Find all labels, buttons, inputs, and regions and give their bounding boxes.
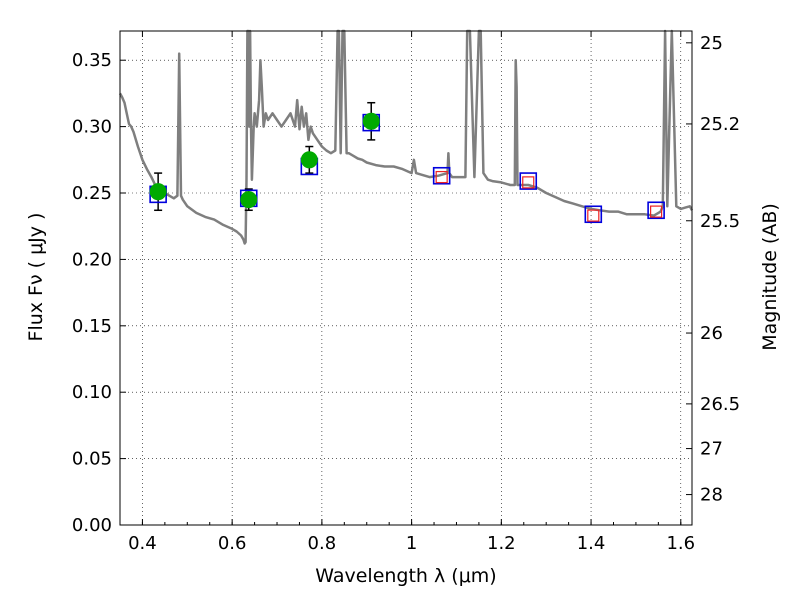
right-tick-label: 26.5 — [700, 394, 740, 415]
spectrum-line — [118, 29, 694, 245]
photometry-square — [587, 209, 600, 222]
x-tick-label: 1.2 — [487, 533, 516, 554]
y-tick-label: 0.10 — [72, 382, 112, 403]
x-axis-label: Wavelength λ (μm) — [315, 565, 496, 587]
x-tick-label: 1.6 — [666, 533, 695, 554]
x-tick-label: 1 — [406, 533, 417, 554]
y-tick-label: 0.20 — [72, 249, 112, 270]
y-tick-label: 0.05 — [72, 449, 112, 470]
model-band-square — [432, 166, 451, 185]
x-tick-label: 0.8 — [308, 533, 337, 554]
model-spectrum — [118, 29, 694, 245]
model-band-square — [584, 205, 603, 224]
data-points — [149, 101, 665, 224]
grid — [120, 31, 692, 526]
y-tick-label: 0.25 — [72, 183, 112, 204]
right-tick-label: 28 — [700, 485, 723, 506]
observed-point — [300, 151, 318, 169]
y-axis-label: Flux Fν ( μJy ) — [25, 213, 47, 342]
axis-ticks: 0.4 0.6 0.8 1 1.2 1.4 1.6 0.00 0.05 0.10 0.15 0.20 0… — [72, 31, 740, 554]
y-tick-label: 0.15 — [72, 316, 112, 337]
x-tick-label: 0.4 — [128, 533, 157, 554]
model-band-square — [647, 201, 665, 220]
photometry-square — [435, 170, 448, 184]
x-tick-label: 1.4 — [577, 533, 606, 554]
y-tick-label: 0.00 — [72, 515, 112, 536]
photometry-square — [650, 205, 663, 218]
model-band-square — [519, 172, 538, 190]
right-tick-label: 25.2 — [700, 114, 740, 135]
right-tick-label: 26 — [700, 323, 723, 344]
photometry-square — [522, 176, 535, 189]
right-axis-label: Magnitude (AB) — [759, 203, 781, 351]
y-tick-label: 0.30 — [72, 117, 112, 138]
plot-frame — [119, 30, 693, 526]
right-tick-label: 25.5 — [700, 211, 740, 232]
x-tick-label: 0.6 — [218, 533, 247, 554]
observed-point — [149, 183, 167, 201]
y-tick-label: 0.35 — [72, 50, 112, 71]
observed-point — [362, 112, 380, 130]
observed-point — [240, 191, 258, 209]
right-tick-label: 25 — [700, 33, 723, 54]
right-tick-label: 27 — [700, 439, 723, 460]
